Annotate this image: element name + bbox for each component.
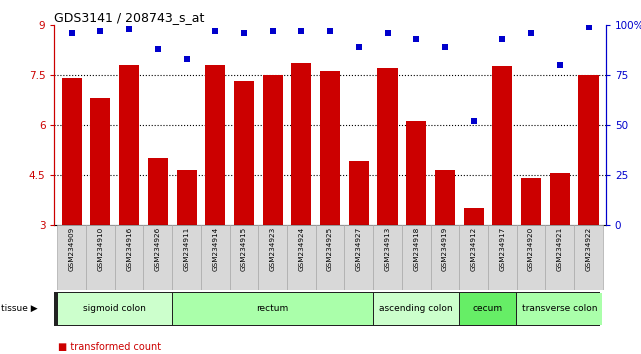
- Bar: [234, 81, 254, 225]
- Point: [554, 62, 565, 68]
- Point: [526, 30, 537, 36]
- Bar: [517, 225, 545, 290]
- Text: GSM234916: GSM234916: [126, 227, 132, 271]
- Bar: [521, 178, 541, 225]
- Bar: [201, 225, 229, 290]
- Bar: [578, 75, 599, 225]
- Bar: [460, 293, 516, 325]
- Bar: [550, 173, 570, 225]
- Bar: [463, 208, 484, 225]
- Point: [96, 28, 106, 34]
- Bar: [229, 225, 258, 290]
- Point: [67, 30, 77, 36]
- Text: GSM234919: GSM234919: [442, 227, 448, 271]
- Bar: [488, 225, 517, 290]
- Text: GSM234923: GSM234923: [270, 227, 276, 271]
- Point: [210, 28, 221, 34]
- Text: tissue ▶: tissue ▶: [1, 304, 38, 313]
- Bar: [287, 225, 316, 290]
- Bar: [378, 68, 397, 225]
- Text: GSM234924: GSM234924: [299, 227, 304, 271]
- Text: GSM234922: GSM234922: [585, 227, 592, 271]
- Text: ascending colon: ascending colon: [379, 304, 453, 313]
- Bar: [316, 225, 344, 290]
- Bar: [176, 170, 197, 225]
- Text: GSM234917: GSM234917: [499, 227, 505, 271]
- Point: [440, 44, 450, 50]
- Point: [153, 46, 163, 52]
- Point: [411, 36, 421, 42]
- Bar: [205, 65, 226, 225]
- Bar: [406, 121, 426, 225]
- Point: [267, 28, 278, 34]
- Bar: [435, 170, 455, 225]
- Text: transverse colon: transverse colon: [522, 304, 597, 313]
- Text: GSM234911: GSM234911: [183, 227, 190, 271]
- Text: GSM234910: GSM234910: [97, 227, 103, 271]
- Text: GSM234912: GSM234912: [470, 227, 477, 271]
- Bar: [115, 225, 144, 290]
- Bar: [62, 78, 82, 225]
- Bar: [173, 293, 372, 325]
- Point: [497, 36, 508, 42]
- Bar: [57, 225, 86, 290]
- Bar: [263, 75, 283, 225]
- Bar: [517, 293, 603, 325]
- Bar: [431, 225, 460, 290]
- Text: GSM234918: GSM234918: [413, 227, 419, 271]
- Point: [383, 30, 393, 36]
- Text: ■ transformed count: ■ transformed count: [58, 342, 161, 352]
- Text: GSM234909: GSM234909: [69, 227, 75, 271]
- Text: cecum: cecum: [473, 304, 503, 313]
- Text: GSM234914: GSM234914: [212, 227, 219, 271]
- Point: [583, 24, 594, 30]
- Point: [354, 44, 364, 50]
- Bar: [344, 225, 373, 290]
- Point: [124, 26, 134, 32]
- Point: [296, 28, 306, 34]
- Bar: [119, 65, 139, 225]
- Bar: [349, 161, 369, 225]
- Bar: [492, 67, 512, 225]
- Point: [469, 118, 479, 124]
- Bar: [460, 225, 488, 290]
- Bar: [292, 63, 312, 225]
- Text: rectum: rectum: [256, 304, 289, 313]
- Bar: [402, 225, 431, 290]
- Text: GSM234921: GSM234921: [557, 227, 563, 271]
- Text: GSM234926: GSM234926: [155, 227, 161, 271]
- Point: [181, 56, 192, 62]
- Bar: [86, 225, 115, 290]
- Text: GSM234920: GSM234920: [528, 227, 534, 271]
- Text: GSM234913: GSM234913: [385, 227, 390, 271]
- Text: GSM234927: GSM234927: [356, 227, 362, 271]
- Bar: [373, 225, 402, 290]
- Bar: [148, 158, 168, 225]
- Bar: [258, 225, 287, 290]
- Point: [325, 28, 335, 34]
- Text: GSM234925: GSM234925: [327, 227, 333, 271]
- Text: GDS3141 / 208743_s_at: GDS3141 / 208743_s_at: [54, 11, 205, 24]
- Point: [239, 30, 249, 36]
- Bar: [545, 225, 574, 290]
- Text: sigmoid colon: sigmoid colon: [83, 304, 146, 313]
- Bar: [320, 72, 340, 225]
- Bar: [374, 293, 459, 325]
- Text: GSM234915: GSM234915: [241, 227, 247, 271]
- Bar: [574, 225, 603, 290]
- Bar: [58, 293, 172, 325]
- Bar: [144, 225, 172, 290]
- Bar: [172, 225, 201, 290]
- Bar: [90, 98, 110, 225]
